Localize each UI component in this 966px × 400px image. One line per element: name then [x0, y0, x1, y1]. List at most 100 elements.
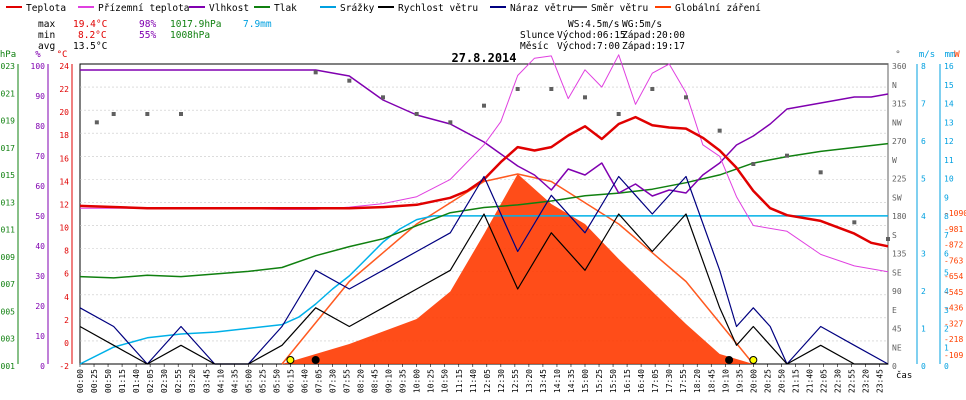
wm-tick: -763: [944, 256, 963, 265]
dir-tick: 45: [892, 325, 902, 334]
hpa-tick: 1005: [0, 307, 15, 316]
wm-tick: -109: [944, 351, 963, 360]
wm-tick: -327: [944, 319, 963, 328]
x-tick-label: 01:15: [118, 369, 127, 393]
wind-direction-point: [179, 112, 183, 116]
x-tick-label: 23:20: [862, 369, 871, 393]
x-tick-label: 17:05: [651, 369, 660, 393]
x-tick-label: 21:40: [805, 369, 814, 393]
x-tick-label: 15:50: [609, 369, 618, 393]
legend-label: Srážky: [340, 3, 375, 14]
wind-direction-point: [313, 70, 318, 75]
dir-tick: 225: [892, 175, 907, 184]
sunrise-marker: [286, 356, 295, 364]
info-wg: WG:5m/s: [622, 19, 662, 30]
x-tick-label: 13:45: [539, 369, 548, 393]
pct-tick: 40: [35, 242, 45, 251]
x-tick-label: 16:15: [623, 369, 632, 393]
hpa-tick: 1013: [0, 198, 15, 207]
wind-direction-point: [414, 112, 419, 116]
wm-unit: W: [954, 50, 960, 60]
info-moon-label: Měsíc: [520, 41, 549, 52]
x-tick-label: 19:10: [721, 369, 730, 393]
wind-direction-point: [616, 112, 621, 116]
ms-tick: 0: [921, 362, 926, 371]
mm-tick: 5: [944, 268, 949, 277]
info-ws: WS:4.5m/s: [568, 19, 619, 30]
x-tick-label: 10:00: [413, 369, 422, 393]
hpa-tick: 1021: [0, 89, 15, 98]
info-sun-label: Slunce: [520, 30, 555, 41]
wm-tick: -218: [944, 335, 963, 344]
ms-tick: 6: [921, 137, 926, 146]
x-tick-label: 07:55: [343, 369, 352, 393]
dir-tick: SW: [892, 193, 902, 202]
wind-direction-point: [448, 120, 453, 125]
mm-tick: 1: [944, 343, 949, 352]
x-tick-label: 06:40: [300, 369, 309, 393]
x-tick-label: 15:00: [581, 369, 590, 393]
stat-avg-temp: 13.5°C: [73, 41, 107, 52]
hpa-tick: 1017: [0, 144, 15, 153]
x-tick-label: 05:25: [258, 369, 267, 393]
pct-tick: 70: [35, 152, 45, 161]
temp-tick: 12: [59, 200, 69, 209]
x-tick-label: 04:35: [230, 369, 239, 393]
x-tick-label: 11:40: [469, 369, 478, 393]
x-tick-label: 04:10: [216, 369, 225, 393]
wind-direction-point: [94, 120, 99, 125]
mm-tick: 7: [944, 231, 949, 240]
stat-max-label: max: [38, 19, 55, 30]
temp-tick: 0: [64, 339, 69, 348]
x-tick-label: 18:45: [707, 369, 716, 393]
stat-max-hum: 98%: [139, 19, 156, 30]
wind-direction-point: [785, 153, 789, 158]
temp-tick: 24: [59, 62, 69, 71]
pct-tick: 50: [35, 212, 45, 221]
mm-tick: 10: [944, 175, 954, 184]
chart-title: 27.8.2014: [451, 51, 516, 65]
wind-direction-point: [818, 170, 823, 175]
wm-tick: -654: [944, 272, 963, 281]
wind-direction-point: [111, 112, 116, 116]
x-tick-label: 21:15: [791, 369, 800, 393]
mm-tick: 15: [944, 81, 954, 90]
x-tick-label: 02:55: [174, 369, 183, 393]
stat-max-temp: 19.4°C: [73, 19, 107, 30]
x-tick-label: 03:45: [202, 369, 211, 393]
x-tick-label: 07:05: [314, 369, 323, 393]
ms-tick: 3: [921, 250, 926, 259]
x-tick-label: 02:05: [146, 369, 155, 393]
pct-tick: 20: [35, 302, 45, 311]
wind-direction-point: [381, 95, 385, 100]
moonset-marker: [725, 356, 734, 364]
legend-label: Tlak: [274, 3, 297, 14]
legend-label: Přízemní teplota: [98, 3, 190, 14]
x-tick-label: 17:30: [665, 369, 674, 393]
ms-tick: 5: [921, 175, 926, 184]
mm-tick: 0: [944, 362, 949, 371]
wm-tick: -1090: [944, 209, 966, 218]
wm-tick: -545: [944, 288, 963, 297]
x-tick-label: 05:00: [244, 369, 253, 393]
info-moon-rise: Východ:7:00: [557, 41, 620, 52]
sunset-marker: [749, 356, 758, 364]
mm-tick: 8: [944, 212, 949, 221]
dir-unit: °: [895, 50, 900, 60]
hpa-tick: 1003: [0, 335, 15, 344]
x-tick-label: 00:00: [76, 369, 85, 393]
x-tick-label: 07:30: [329, 369, 338, 393]
x-tick-label: 12:05: [483, 369, 492, 393]
temp-tick: 18: [59, 131, 69, 140]
pct-tick: 80: [35, 122, 45, 131]
x-tick-label: 20:00: [749, 369, 758, 393]
wind-direction-point: [549, 87, 554, 91]
legend-label: Náraz větru: [510, 3, 573, 14]
info-sun-rise: Východ:06:15: [557, 30, 626, 41]
temp-unit: °C: [57, 50, 68, 60]
legend-label: Vlhkost: [209, 3, 249, 14]
dir-tick: SE: [892, 268, 902, 277]
dir-tick: 90: [892, 287, 902, 296]
dir-tick: 360: [892, 62, 907, 71]
mm-tick: 2: [944, 325, 949, 334]
